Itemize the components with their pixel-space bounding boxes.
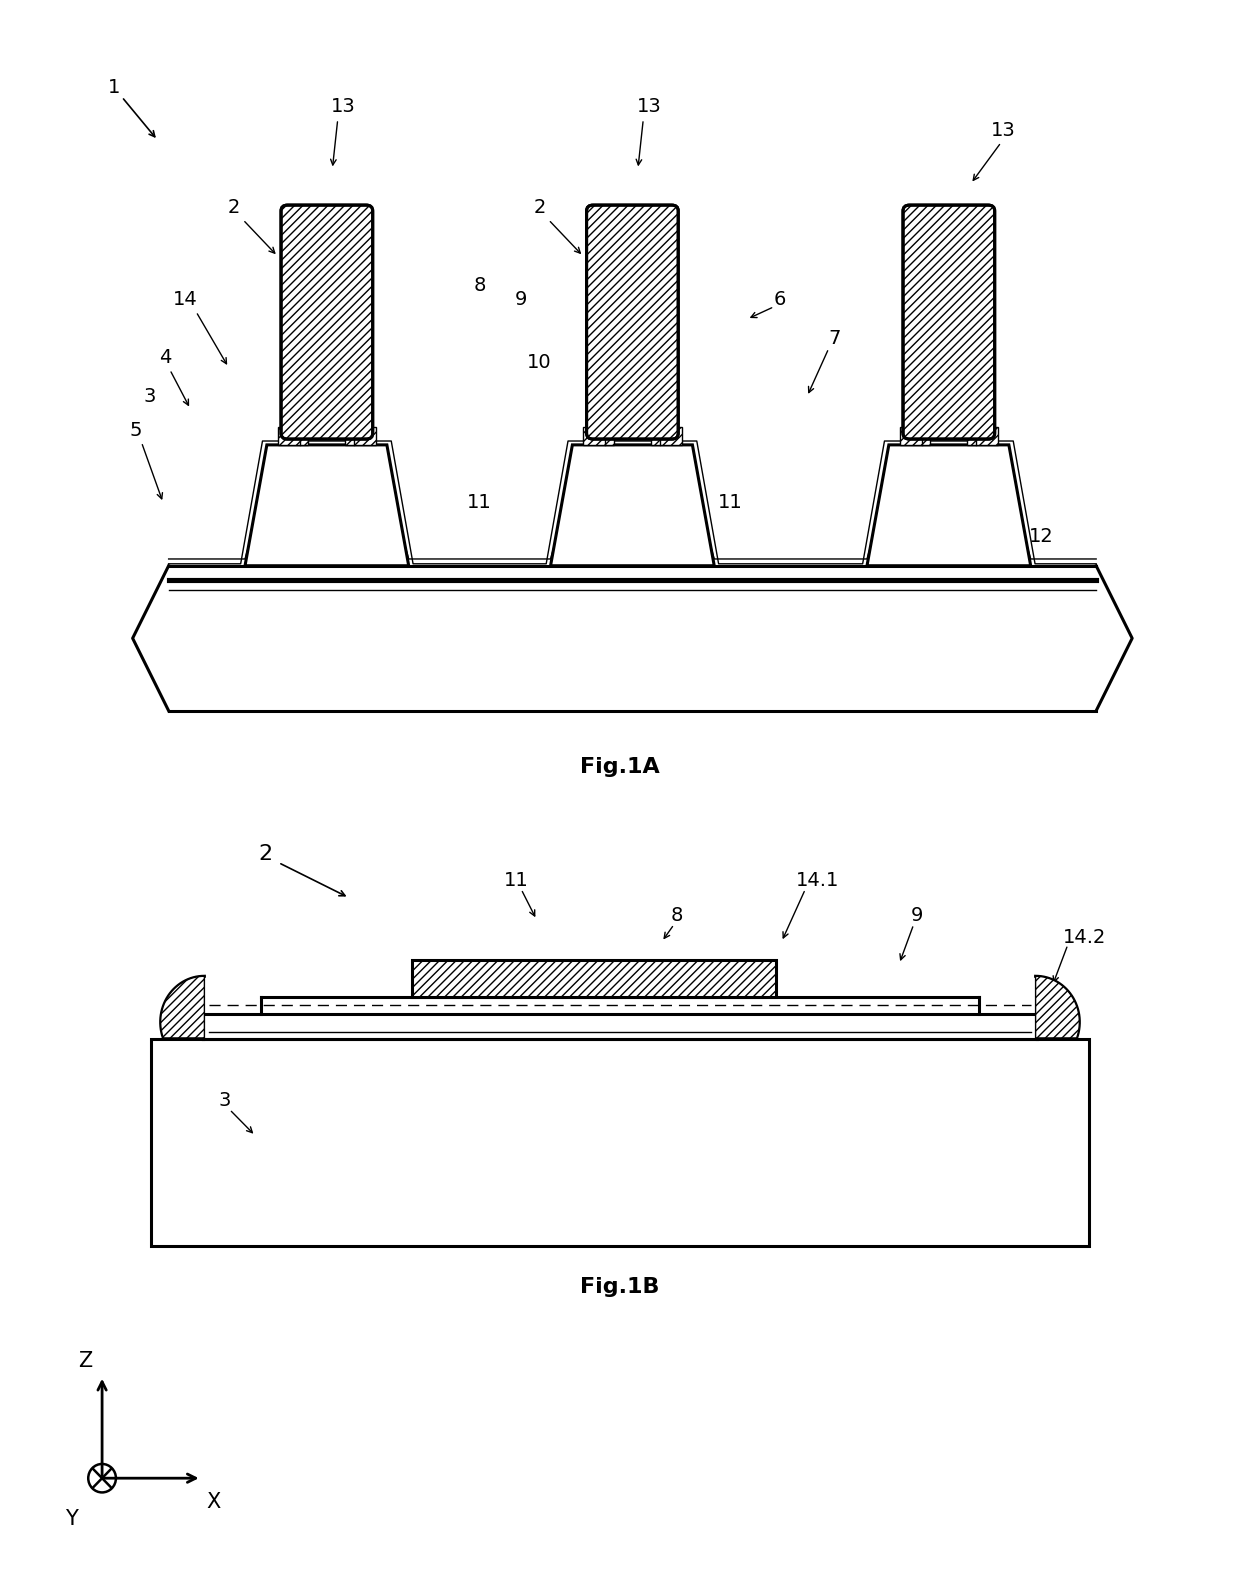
Polygon shape [278,428,309,445]
Text: 12: 12 [1029,527,1054,546]
Polygon shape [246,445,409,565]
Text: 2: 2 [533,198,546,217]
Text: 13: 13 [331,98,356,116]
Text: 5: 5 [130,420,143,439]
Text: 7: 7 [828,329,841,348]
Text: 9: 9 [910,907,923,926]
Polygon shape [346,428,376,445]
Polygon shape [651,428,682,445]
Text: 11: 11 [467,493,492,513]
Text: 6: 6 [774,290,786,310]
Text: 2: 2 [259,844,273,864]
Text: 11: 11 [503,870,528,889]
Polygon shape [900,428,930,445]
Polygon shape [151,1039,1089,1247]
Text: 8: 8 [474,275,486,294]
Text: Fig.1B: Fig.1B [580,1277,660,1297]
Polygon shape [412,960,776,996]
Text: 8: 8 [671,907,683,926]
Text: Fig.1A: Fig.1A [580,757,660,778]
FancyBboxPatch shape [281,205,373,439]
Text: 13: 13 [991,121,1016,140]
FancyBboxPatch shape [587,205,678,439]
Text: 10: 10 [527,353,552,371]
Text: 14: 14 [172,290,197,310]
Text: 13: 13 [636,98,661,116]
Polygon shape [583,428,614,445]
Text: 3: 3 [218,1091,231,1110]
Text: 4: 4 [159,348,171,367]
Polygon shape [867,445,1030,565]
Text: X: X [206,1492,221,1511]
Polygon shape [161,976,205,1037]
Polygon shape [551,445,714,565]
Text: 2: 2 [228,198,241,217]
Text: 11: 11 [718,493,743,513]
Text: 14.2: 14.2 [1063,929,1106,948]
Polygon shape [169,565,1096,711]
Text: Y: Y [66,1509,78,1530]
Text: 14.1: 14.1 [796,870,839,889]
Text: Z: Z [78,1352,92,1371]
Text: 3: 3 [144,387,156,406]
Text: 1: 1 [108,77,120,96]
Polygon shape [967,428,998,445]
FancyBboxPatch shape [903,205,994,439]
Text: 9: 9 [515,290,527,310]
Polygon shape [1035,976,1079,1037]
